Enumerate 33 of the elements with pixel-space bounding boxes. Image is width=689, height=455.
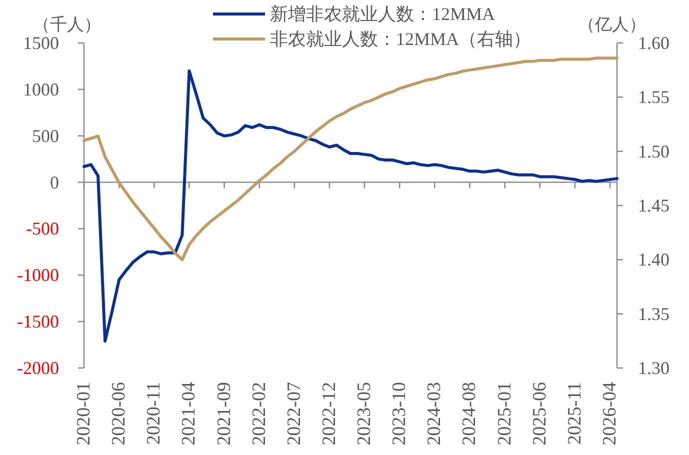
x-tick-label: 2023-05 — [354, 382, 376, 446]
x-tick-label: 2020-01 — [74, 382, 94, 446]
x-tick-label: 2025-06 — [529, 382, 550, 446]
y-tick-label: 0 — [50, 172, 59, 192]
y2-tick-label: 1.30 — [638, 358, 670, 378]
x-tick-label: 2026-04 — [599, 382, 620, 446]
x-tick-label: 2020-11 — [144, 382, 165, 445]
y2-tick-label: 1.40 — [638, 250, 670, 270]
x-tick-label: 2022-07 — [284, 382, 305, 446]
x-tick-label: 2022-02 — [248, 382, 270, 446]
y-tick-label: -1500 — [17, 312, 59, 332]
x-tick-label: 2022-12 — [318, 382, 340, 446]
y-tick-label: 500 — [32, 126, 59, 146]
x-tick-label: 2025-01 — [494, 382, 516, 446]
y-tick-label: -500 — [26, 218, 59, 239]
y2-axis-title: （亿人） — [578, 15, 646, 34]
y2-tick-label: 1.50 — [638, 141, 670, 162]
y2-tick-label: 1.45 — [638, 196, 670, 216]
y2-tick-label: 1.35 — [638, 304, 670, 324]
y-tick-label: 1000 — [23, 79, 59, 100]
y2-tick-label: 1.55 — [638, 87, 670, 108]
y-tick-label: 1500 — [23, 33, 59, 53]
y2-tick-label: 1.60 — [638, 33, 670, 53]
x-tick-label: 2025-11 — [564, 382, 586, 445]
x-tick-label: 2021-04 — [178, 382, 200, 446]
y-axis-title: （千人） — [33, 15, 101, 34]
x-tick-label: 2024-03 — [424, 382, 446, 446]
x-tick-label: 2020-06 — [108, 382, 130, 446]
x-tick-label: 2024-08 — [459, 382, 480, 446]
y-tick-label: -1000 — [17, 265, 59, 286]
x-tick-label: 2021-09 — [214, 382, 235, 446]
x-tick-label: 2023-10 — [389, 382, 410, 446]
y-tick-label: -2000 — [17, 358, 59, 378]
